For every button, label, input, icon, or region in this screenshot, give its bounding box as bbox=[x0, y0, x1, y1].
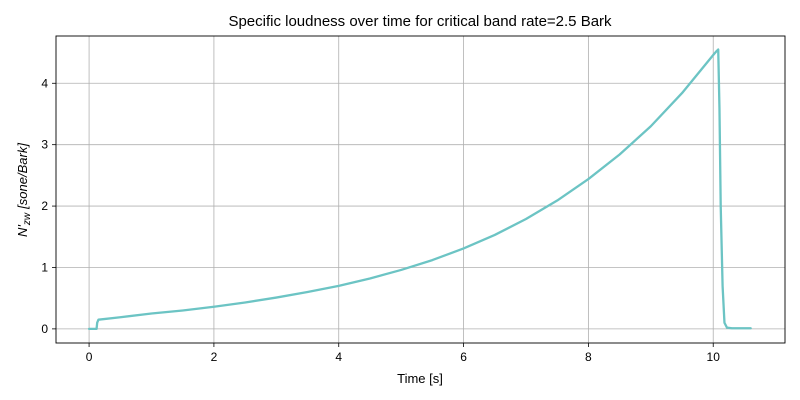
y-axis-label-unit: [sone/Bark] bbox=[15, 143, 30, 210]
x-axis-label: Time [s] bbox=[397, 371, 443, 386]
y-tick-label: 2 bbox=[41, 199, 48, 213]
y-tick-label: 3 bbox=[41, 138, 48, 152]
chart-title: Specific loudness over time for critical… bbox=[228, 13, 612, 30]
y-tick-label: 4 bbox=[41, 76, 48, 90]
x-tick-label: 0 bbox=[86, 350, 93, 364]
x-tick-label: 8 bbox=[585, 350, 592, 364]
x-tick-label: 10 bbox=[707, 350, 721, 364]
y-axis-label-subscript: zw bbox=[22, 212, 33, 226]
x-tick-label: 6 bbox=[460, 350, 467, 364]
y-tick-label: 1 bbox=[41, 260, 48, 274]
y-axis-ticks: 0 1 2 3 4 bbox=[41, 76, 56, 336]
grid-lines bbox=[56, 36, 785, 343]
x-axis-ticks: 0 2 4 6 8 10 bbox=[86, 343, 720, 364]
x-tick-label: 2 bbox=[211, 350, 218, 364]
y-tick-label: 0 bbox=[41, 322, 48, 336]
y-axis-label-main: N' bbox=[15, 225, 30, 237]
series-line bbox=[87, 48, 752, 331]
y-axis-label: N'zw [sone/Bark] bbox=[15, 143, 33, 237]
plot-frame bbox=[55, 35, 786, 344]
x-tick-label: 4 bbox=[335, 350, 342, 364]
series-layer bbox=[87, 48, 752, 331]
